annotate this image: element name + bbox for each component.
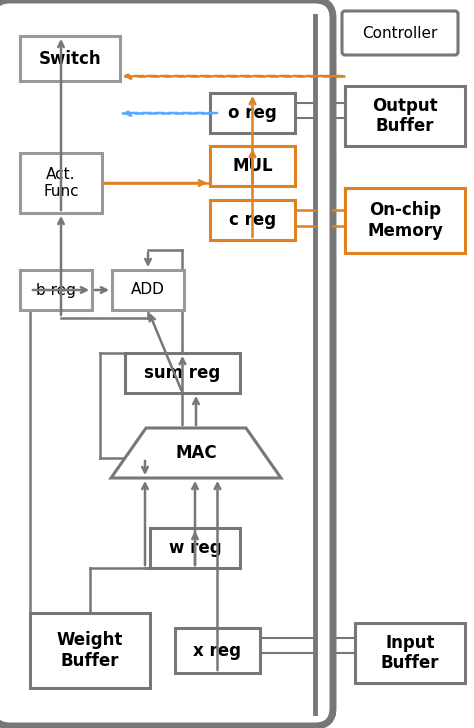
FancyBboxPatch shape — [210, 200, 295, 240]
Text: MAC: MAC — [175, 444, 217, 462]
FancyBboxPatch shape — [175, 628, 260, 673]
FancyBboxPatch shape — [355, 623, 465, 683]
Text: c reg: c reg — [229, 211, 276, 229]
FancyBboxPatch shape — [0, 0, 333, 726]
Text: b reg: b reg — [36, 282, 76, 298]
Text: o reg: o reg — [228, 104, 277, 122]
Text: ADD: ADD — [131, 282, 165, 298]
Text: On-chip
Memory: On-chip Memory — [367, 201, 443, 240]
FancyBboxPatch shape — [150, 528, 240, 568]
Text: x reg: x reg — [193, 641, 241, 660]
Text: Weight
Buffer: Weight Buffer — [57, 631, 123, 670]
FancyBboxPatch shape — [210, 93, 295, 133]
FancyBboxPatch shape — [345, 86, 465, 146]
Text: Controller: Controller — [362, 25, 438, 41]
FancyBboxPatch shape — [20, 153, 102, 213]
FancyBboxPatch shape — [342, 11, 458, 55]
Text: Switch: Switch — [39, 50, 101, 68]
Text: MUL: MUL — [232, 157, 273, 175]
FancyBboxPatch shape — [125, 353, 240, 393]
Text: Input
Buffer: Input Buffer — [381, 633, 439, 673]
FancyBboxPatch shape — [20, 270, 92, 310]
FancyBboxPatch shape — [20, 36, 120, 81]
Text: Act.
Func: Act. Func — [43, 167, 79, 199]
Text: w reg: w reg — [169, 539, 221, 557]
FancyBboxPatch shape — [30, 613, 150, 688]
FancyBboxPatch shape — [345, 188, 465, 253]
Text: Output
Buffer: Output Buffer — [372, 97, 438, 135]
Text: sum reg: sum reg — [145, 364, 220, 382]
Polygon shape — [111, 428, 281, 478]
FancyBboxPatch shape — [210, 146, 295, 186]
FancyBboxPatch shape — [112, 270, 184, 310]
